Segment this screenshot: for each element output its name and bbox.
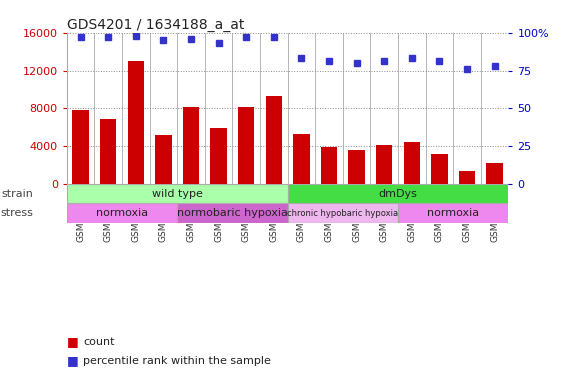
Bar <box>288 204 398 223</box>
Bar <box>403 142 420 184</box>
Bar <box>72 110 89 184</box>
Bar <box>67 204 177 223</box>
Bar <box>238 108 254 184</box>
Text: ■: ■ <box>67 335 78 348</box>
Bar <box>182 106 199 184</box>
Bar <box>155 135 172 184</box>
Bar <box>67 184 288 204</box>
Bar <box>177 204 288 223</box>
Text: chronic hypobaric hypoxia: chronic hypobaric hypoxia <box>287 209 399 218</box>
Bar <box>293 134 310 184</box>
Text: GDS4201 / 1634188_a_at: GDS4201 / 1634188_a_at <box>67 18 244 31</box>
Bar <box>210 128 227 184</box>
Text: ■: ■ <box>67 354 78 367</box>
Text: wild type: wild type <box>152 189 203 199</box>
Text: normobaric hypoxia: normobaric hypoxia <box>177 208 288 218</box>
Bar <box>288 184 508 204</box>
Text: percentile rank within the sample: percentile rank within the sample <box>83 356 271 366</box>
Text: dmDys: dmDys <box>379 189 417 199</box>
Bar <box>100 119 116 184</box>
Text: normoxia: normoxia <box>427 208 479 218</box>
Bar <box>348 150 365 184</box>
Text: normoxia: normoxia <box>96 208 148 218</box>
Text: stress: stress <box>1 208 34 218</box>
Bar <box>459 171 475 184</box>
Bar <box>127 61 144 184</box>
Bar <box>376 145 393 184</box>
Text: strain: strain <box>2 189 34 199</box>
Bar <box>266 96 282 184</box>
Bar <box>321 147 337 184</box>
Bar <box>431 154 447 184</box>
Bar <box>398 204 508 223</box>
Bar <box>486 163 503 184</box>
Text: count: count <box>83 337 114 347</box>
